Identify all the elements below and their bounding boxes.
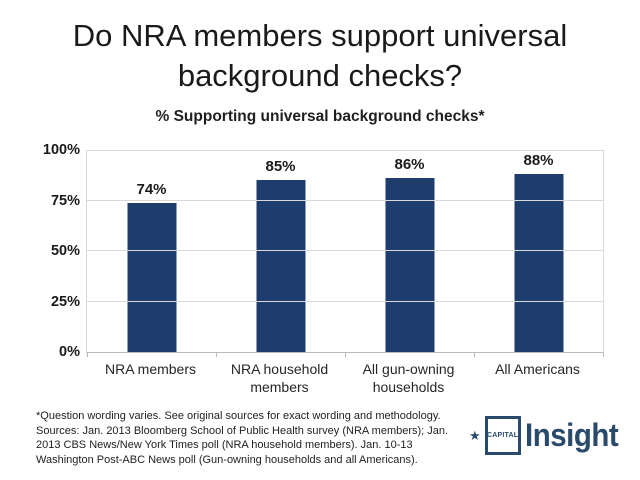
footnote-line: 2013 CBS News/New York Times poll (NRA h…: [36, 439, 413, 451]
chart-main-title-line1: Do NRA members support universal: [72, 18, 568, 53]
axis-tick: [603, 353, 604, 357]
y-tick-label: 25%: [50, 293, 80, 310]
logo-box: CAPITAL: [484, 416, 521, 455]
gridline: [87, 300, 603, 302]
chart-main-title: Do NRA members support universal backgro…: [0, 16, 640, 96]
chart-subtitle: % Supporting universal background checks…: [155, 108, 485, 125]
bar-value-label: 74%: [136, 180, 167, 198]
bars-row: 74% 85% 86% 88%: [87, 150, 603, 352]
y-tick-label: 75%: [50, 192, 80, 209]
y-axis: 0% 25% 50% 75% 100%: [40, 142, 80, 360]
star-icon: ★: [468, 428, 481, 443]
bar-chart: 0% 25% 50% 75% 100% 74% 85% 86% 88%: [40, 142, 604, 360]
bar-column: 74%: [87, 150, 216, 352]
y-tick-label: 0%: [59, 344, 80, 360]
capital-insight-logo: ★ CAPITAL Insight: [469, 416, 626, 455]
footnote-line: Sources: Jan. 2013 Bloomberg School of P…: [36, 424, 449, 437]
x-category-label: All gun-owning households: [362, 361, 455, 395]
plot-area: 74% 85% 86% 88%: [86, 150, 604, 357]
gridline: [87, 150, 603, 151]
bar: [514, 174, 563, 352]
bar: [256, 180, 305, 352]
logo-name: Insight: [524, 417, 619, 453]
axis-tick: [216, 353, 217, 357]
x-category-label: All Americans: [495, 361, 580, 377]
x-category-label: NRA household members: [230, 361, 329, 395]
bar: [127, 202, 176, 352]
y-tick-label: 50%: [50, 243, 80, 259]
bar-column: 86%: [345, 150, 474, 352]
bar-value-label: 86%: [394, 156, 425, 174]
x-axis: NRA members NRA household members All gun-…: [86, 360, 602, 396]
axis-tick: [345, 353, 346, 357]
axis-tick: [474, 353, 475, 357]
logo-box-text: CAPITAL: [487, 432, 519, 439]
gridline: [87, 199, 603, 201]
chart-main-title-line2: background checks?: [177, 58, 463, 93]
footnote: *Question wording varies. See original s…: [36, 409, 488, 467]
bar: [385, 178, 434, 352]
gridline: [87, 250, 603, 251]
y-tick-label: 100%: [42, 142, 80, 158]
x-category-label: NRA members: [104, 361, 197, 377]
footnote-line: *Question wording varies. See original s…: [36, 410, 441, 422]
axis-tick: [87, 353, 88, 357]
footnote-line: Washington Post-ABC News poll (Gun-ownin…: [36, 453, 418, 466]
bar-column: 88%: [474, 150, 603, 352]
bar-value-label: 85%: [265, 158, 296, 176]
bar-value-label: 88%: [523, 152, 554, 170]
bar-column: 85%: [216, 150, 345, 352]
